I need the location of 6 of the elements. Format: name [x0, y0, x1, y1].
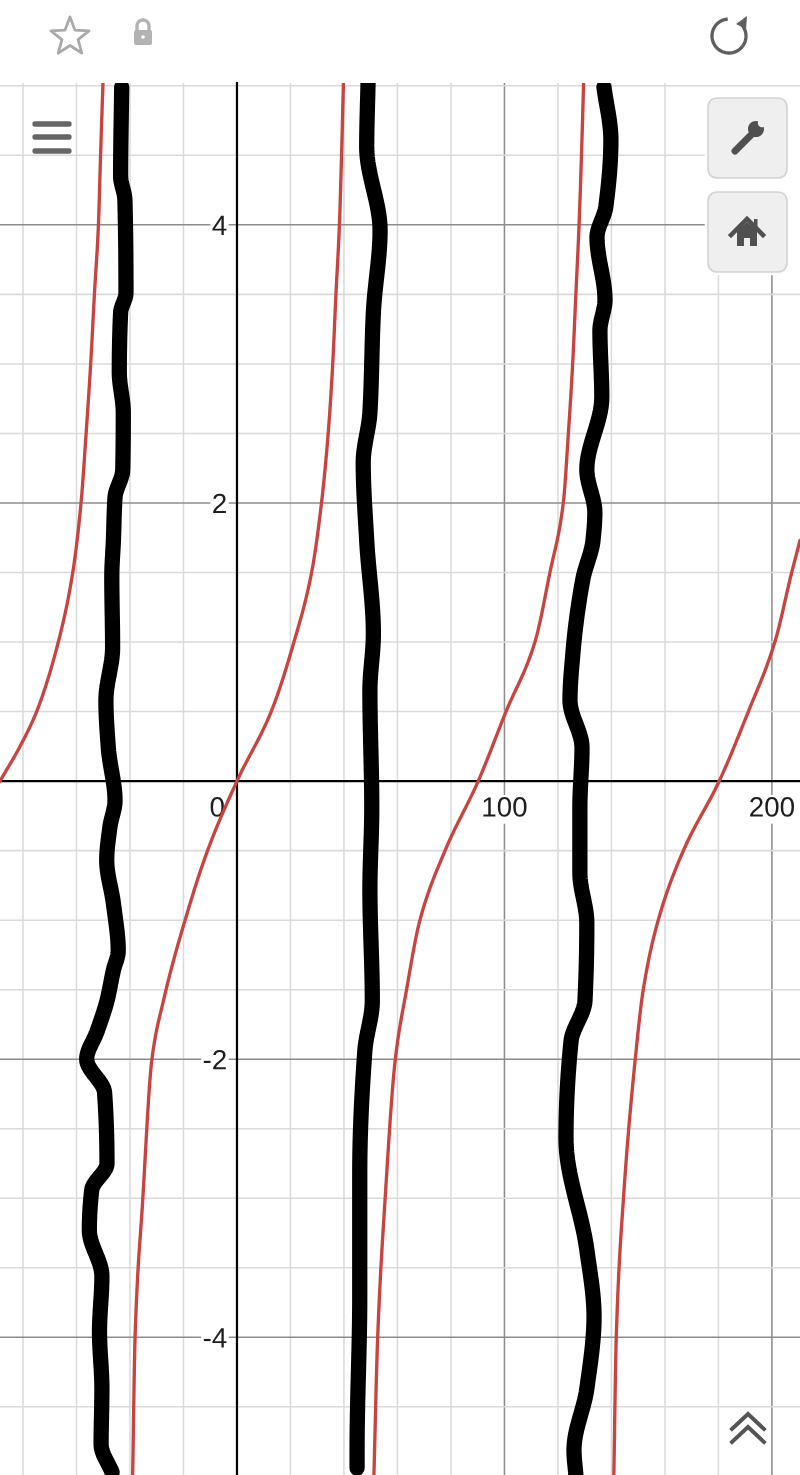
y-tick-label: -2	[203, 1049, 226, 1070]
x-tick-label: 200	[750, 797, 794, 817]
y-tick-label: -4	[203, 1328, 227, 1348]
y-tick-label: 4	[212, 215, 227, 235]
y-tick-label: 2	[213, 493, 226, 514]
x-tick-label: 100	[483, 797, 527, 817]
